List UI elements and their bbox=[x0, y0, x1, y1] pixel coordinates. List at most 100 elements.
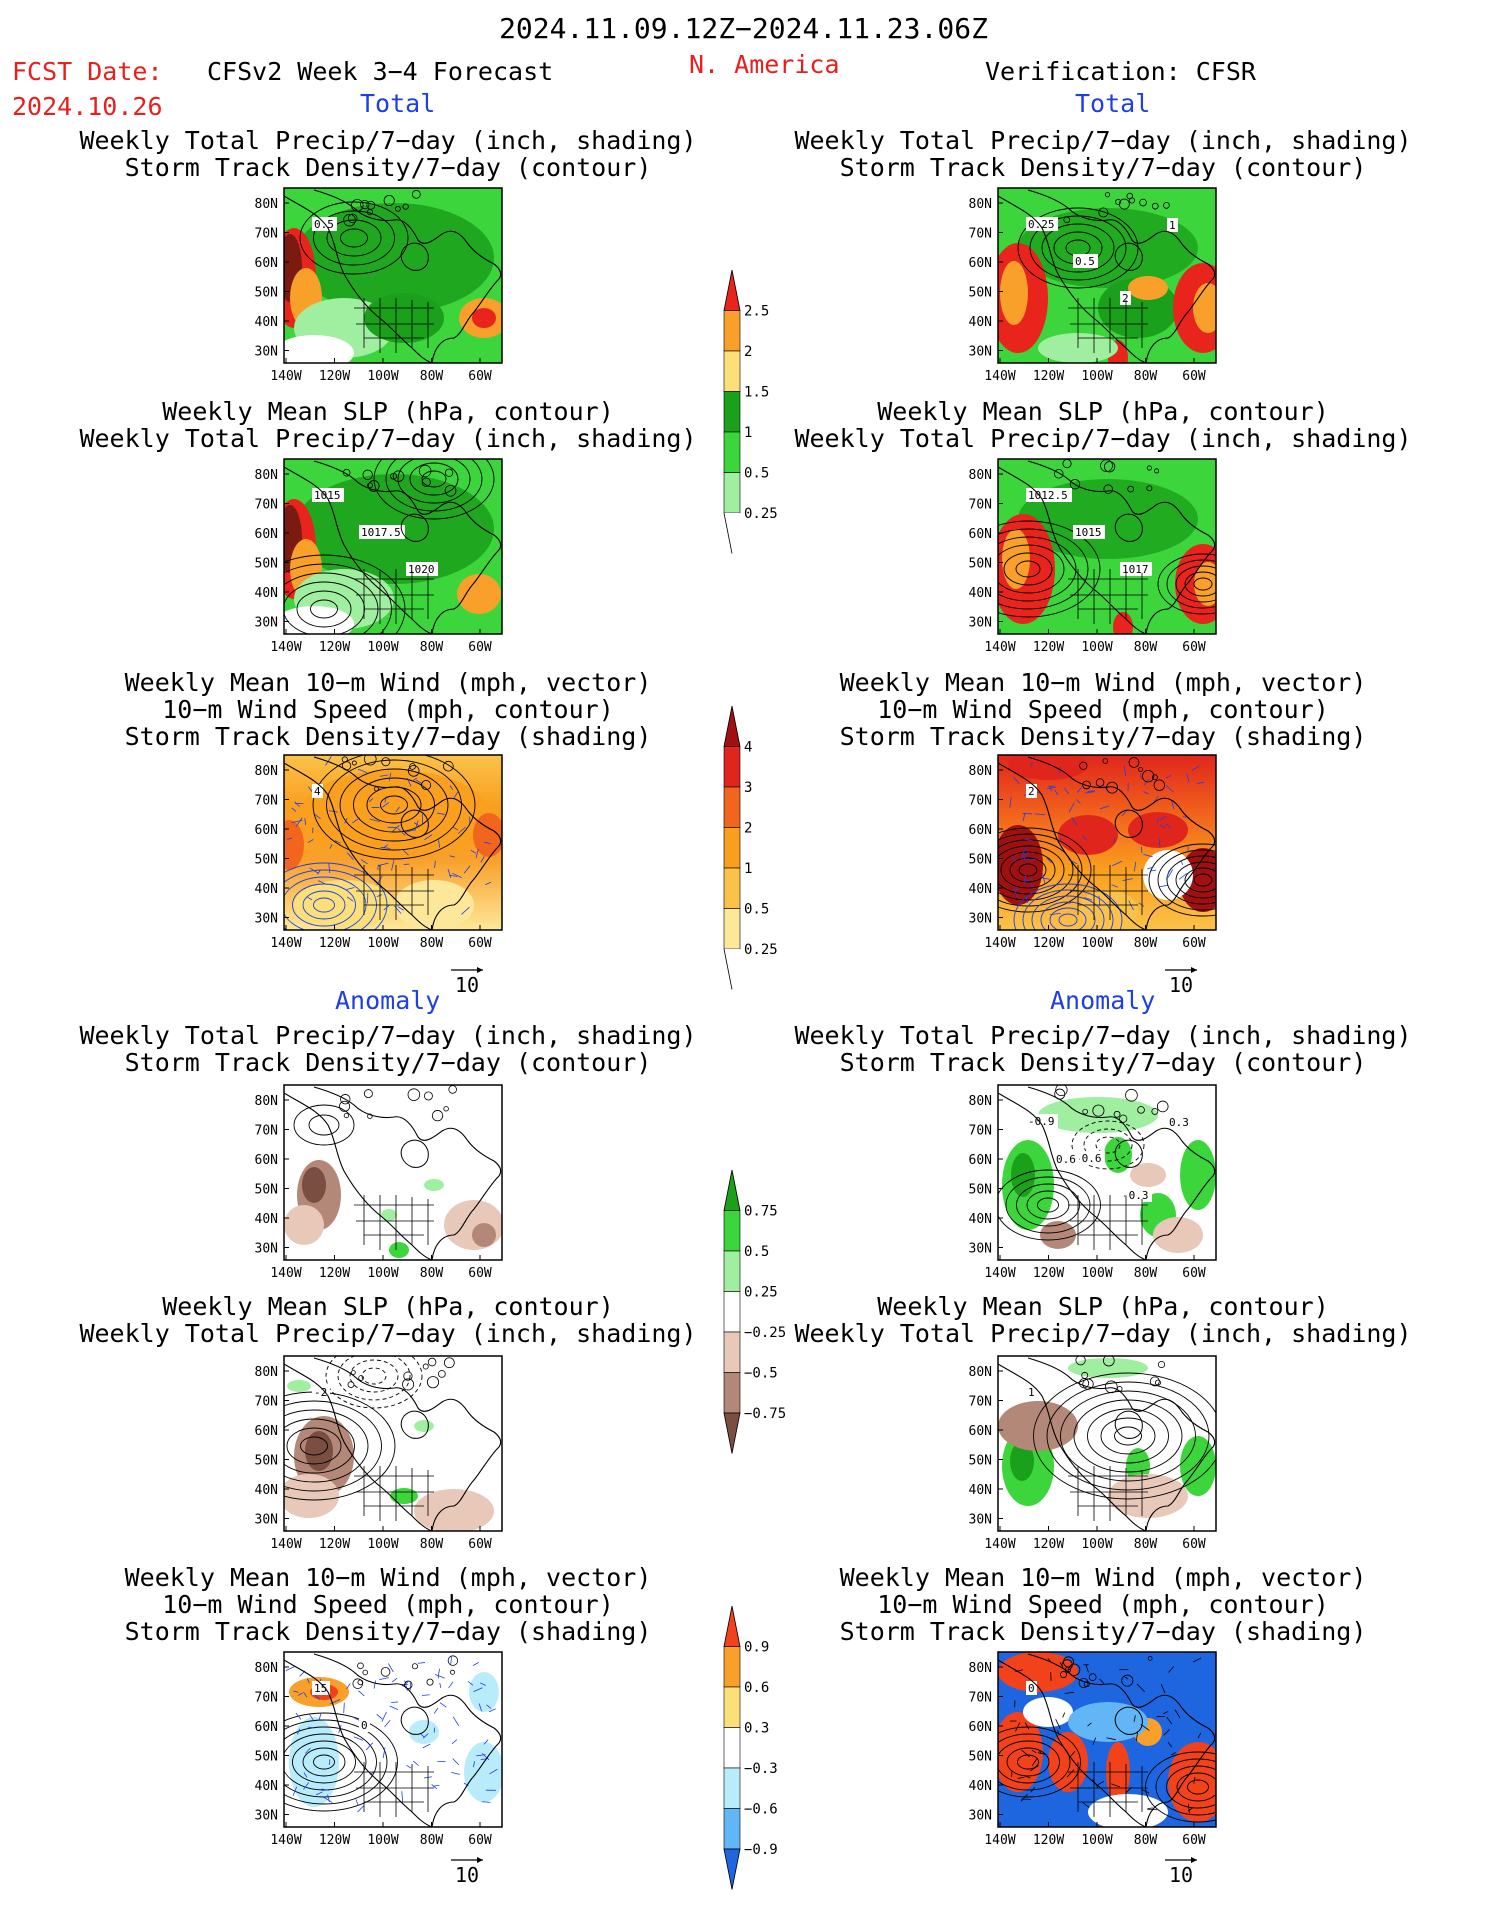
lon-label: 120W bbox=[319, 1266, 350, 1281]
contour-label: 0 bbox=[361, 1719, 368, 1732]
colorbar-label: −0.9 bbox=[744, 1842, 778, 1858]
lat-label: 40N bbox=[255, 1779, 278, 1794]
colorbar-label: 4 bbox=[744, 740, 752, 756]
lat-label: 60N bbox=[969, 256, 992, 271]
colorbar-storm-anom: 0.9 0.6 0.3 −0.3 −0.6 −0.9 bbox=[723, 1605, 778, 1890]
lat-label: 80N bbox=[969, 468, 992, 483]
lat-label: 70N bbox=[969, 1691, 992, 1706]
colorbar-label: 2.5 bbox=[744, 304, 769, 320]
lon-label: 80W bbox=[1134, 1833, 1158, 1848]
colorbar-swatch bbox=[723, 867, 741, 909]
colorbar-swatch bbox=[723, 1250, 741, 1292]
map-obs-anom-wind: 0 80N 70N 60N 50N 40N 30N 140W 120W 100W 80W 60W bbox=[969, 1651, 1217, 1848]
vector-reference: 10 bbox=[451, 1857, 483, 1887]
lon-label: 120W bbox=[1033, 1833, 1064, 1848]
lat-label: 30N bbox=[255, 912, 278, 927]
lat-label: 50N bbox=[255, 1183, 278, 1198]
lon-label: 100W bbox=[1081, 640, 1112, 655]
lat-label: 30N bbox=[969, 1242, 992, 1257]
lat-label: 50N bbox=[255, 853, 278, 868]
colorbar-label: 1.5 bbox=[744, 385, 769, 401]
lat-label: 80N bbox=[969, 764, 992, 779]
vector-reference-value: 10 bbox=[1169, 1863, 1193, 1887]
lon-label: 80W bbox=[1134, 936, 1158, 951]
lat-label: 60N bbox=[255, 527, 278, 542]
lon-label: 60W bbox=[468, 369, 492, 384]
lat-label: 40N bbox=[969, 315, 992, 330]
lon-label: 60W bbox=[468, 640, 492, 655]
lon-label: 80W bbox=[420, 369, 444, 384]
date-range: 2024.11.09.12Z−2024.11.23.06Z bbox=[499, 12, 988, 45]
lon-label: 100W bbox=[367, 1266, 398, 1281]
lat-label: 50N bbox=[255, 557, 278, 572]
lon-label: 140W bbox=[984, 640, 1015, 655]
vector-reference-value: 10 bbox=[455, 973, 479, 997]
lat-label: 60N bbox=[969, 1720, 992, 1735]
contour-label: 0.25 bbox=[1028, 218, 1055, 231]
lat-label: 30N bbox=[255, 1809, 278, 1824]
lon-label: 80W bbox=[420, 936, 444, 951]
lat-label: 50N bbox=[255, 1750, 278, 1765]
lat-label: 50N bbox=[255, 1454, 278, 1469]
contour-label: 1020 bbox=[408, 563, 435, 576]
map-obs-anom-precip: -0.9 -0.6 -0.3 0.3 0.6 80N 70N 60N 50N 40N 30N 140W… bbox=[969, 1084, 1217, 1281]
colorbar-swatch bbox=[723, 1727, 741, 1769]
lat-label: 60N bbox=[969, 1153, 992, 1168]
vector-reference-value: 10 bbox=[455, 1863, 479, 1887]
lat-label: 70N bbox=[969, 1395, 992, 1410]
colorbar-label: 0.6 bbox=[744, 1680, 769, 1696]
lon-label: 100W bbox=[1081, 1266, 1112, 1281]
lat-label: 70N bbox=[255, 1395, 278, 1410]
map-fcst-total-slp: 1015 1017.5 1020 80N 70N 60N 50N 40N 30N 140W 120W… bbox=[255, 458, 503, 655]
lat-label: 60N bbox=[969, 823, 992, 838]
lon-label: 100W bbox=[1081, 936, 1112, 951]
lat-label: 40N bbox=[969, 882, 992, 897]
lon-label: 100W bbox=[1081, 369, 1112, 384]
title-fcst-anom-wind: Weekly Mean 10−m Wind (mph, vector) 10−m … bbox=[124, 1563, 652, 1646]
title-fcst-total-wind: Weekly Mean 10−m Wind (mph, vector) 10−m … bbox=[124, 668, 652, 751]
lat-label: 40N bbox=[969, 1483, 992, 1498]
lon-label: 120W bbox=[1033, 936, 1064, 951]
lon-label: 80W bbox=[1134, 640, 1158, 655]
lon-label: 100W bbox=[1081, 1537, 1112, 1552]
map-fcst-anom-wind: 15 0 80N 70N 60N 50N 40N 30N 140W 120W 100W 80W 60W bbox=[255, 1651, 503, 1848]
lat-label: 30N bbox=[969, 345, 992, 360]
lat-label: 40N bbox=[255, 315, 278, 330]
contour-label: 2 bbox=[1028, 785, 1035, 798]
lon-label: 100W bbox=[367, 1833, 398, 1848]
lon-label: 120W bbox=[1033, 640, 1064, 655]
lat-label: 80N bbox=[969, 1094, 992, 1109]
vector-reference: 10 bbox=[451, 967, 483, 997]
colorbar-label: 0.5 bbox=[744, 466, 769, 482]
colorbar-label: 1 bbox=[744, 861, 752, 877]
lat-label: 70N bbox=[255, 794, 278, 809]
vector-reference: 10 bbox=[1165, 967, 1197, 997]
lat-label: 80N bbox=[969, 197, 992, 212]
lon-label: 100W bbox=[367, 640, 398, 655]
colorbar-swatch bbox=[723, 1331, 741, 1373]
lon-label: 100W bbox=[1081, 1833, 1112, 1848]
title-obs-total-precip: Weekly Total Precip/7−day (inch, shading… bbox=[794, 126, 1412, 182]
title-obs-total-wind: Weekly Mean 10−m Wind (mph, vector) 10−m … bbox=[839, 668, 1367, 751]
vector-reference: 10 bbox=[1165, 1857, 1197, 1887]
title-obs-anom-wind: Weekly Mean 10−m Wind (mph, vector) 10−m … bbox=[839, 1563, 1367, 1646]
lon-label: 80W bbox=[1134, 1266, 1158, 1281]
lat-label: 30N bbox=[969, 1513, 992, 1528]
map-fcst-anom-slp: -2 80N 70N 60N 50N 40N 30N 140W 120W 100W 80W 60W bbox=[255, 1355, 503, 1552]
section-total-left: Total bbox=[360, 89, 436, 118]
lon-label: 140W bbox=[270, 1266, 301, 1281]
lat-label: 40N bbox=[969, 586, 992, 601]
lat-label: 50N bbox=[255, 286, 278, 301]
colorbar-label: 0.25 bbox=[744, 942, 778, 958]
lat-label: 70N bbox=[969, 227, 992, 242]
lat-label: 30N bbox=[255, 1242, 278, 1257]
contour-label: 1017 bbox=[1122, 563, 1149, 576]
lat-label: 70N bbox=[969, 498, 992, 513]
lon-label: 140W bbox=[270, 936, 301, 951]
colorbar-label: −0.3 bbox=[744, 1761, 778, 1777]
colorbar-swatch bbox=[723, 1291, 741, 1333]
title-obs-total-slp: Weekly Mean SLP (hPa, contour) Weekly Tot… bbox=[794, 397, 1412, 453]
lat-label: 70N bbox=[969, 1124, 992, 1139]
colorbar-storm-total: 4 3 2 1 0.5 0.25 bbox=[723, 705, 778, 990]
